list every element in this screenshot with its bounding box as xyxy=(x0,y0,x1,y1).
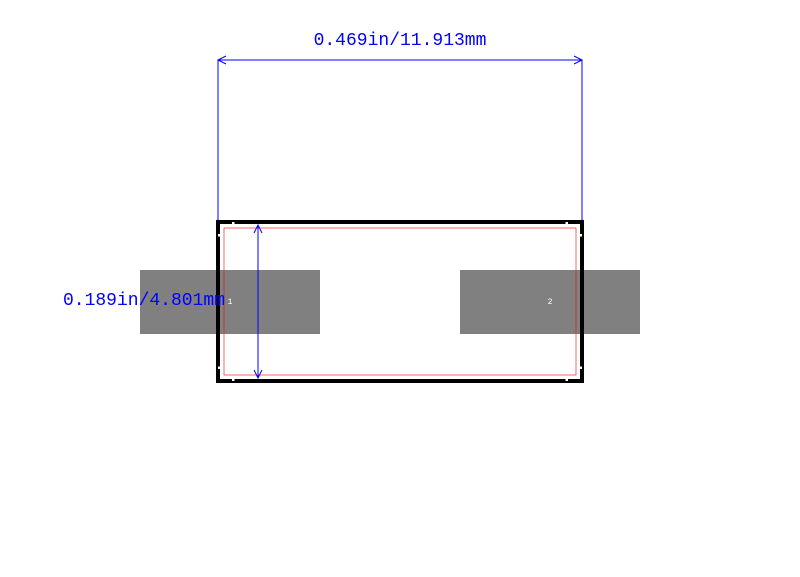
width-dimension: 0.469in/11.913mm xyxy=(218,31,582,220)
svg-text:1: 1 xyxy=(228,298,233,307)
width-dimension-label: 0.469in/11.913mm xyxy=(314,31,487,51)
svg-text:2: 2 xyxy=(548,298,553,307)
technical-drawing: 1 2 0.469in/11.913mm 0.189in/4.801mm xyxy=(0,0,800,577)
pad-2: 2 xyxy=(460,270,640,334)
height-dimension-label: 0.189in/4.801mm xyxy=(63,291,225,311)
